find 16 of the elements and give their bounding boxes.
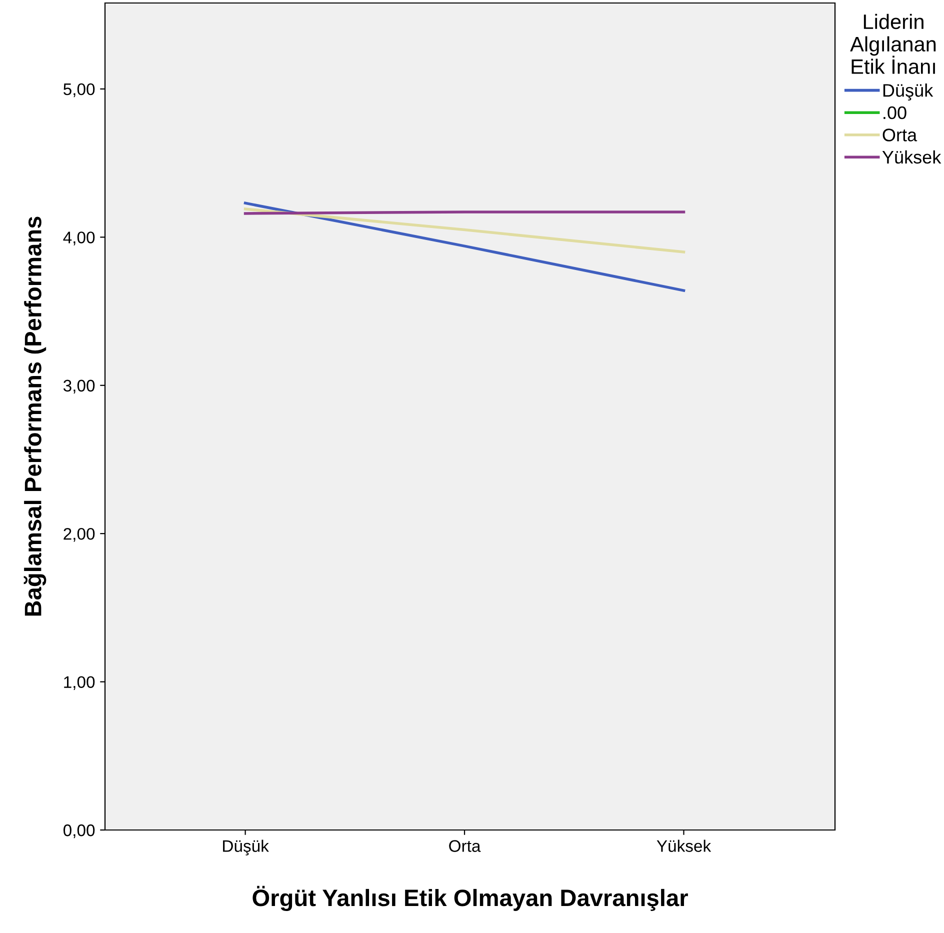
- y-tick-label: 5,00: [64, 83, 95, 98]
- x-tick-label: Yüksek: [656, 840, 712, 852]
- legend-label: Düşük: [883, 84, 934, 100]
- y-tick-label: 1,00: [64, 676, 95, 690]
- y-axis-title: Bağlamsal Performans (Performans: [24, 216, 46, 616]
- x-tick-label: Orta: [449, 840, 481, 852]
- legend-title: Liderin Algılanan Etik İnanı: [850, 14, 936, 74]
- x-tick-label: Düşük: [223, 840, 269, 856]
- y-tick-label: 3,00: [63, 380, 95, 394]
- y-tick-label: 0,00: [63, 824, 95, 838]
- legend-label: .00: [884, 106, 906, 120]
- x-axis-title: Örgüt Yanlısı Etik Olmayan Davranışlar: [252, 886, 688, 912]
- legend-label: Orta: [882, 128, 918, 142]
- y-tick-label: 2,00: [64, 528, 95, 542]
- y-tick-label: 4,00: [63, 232, 95, 246]
- legend-label: Yüksek: [882, 150, 942, 164]
